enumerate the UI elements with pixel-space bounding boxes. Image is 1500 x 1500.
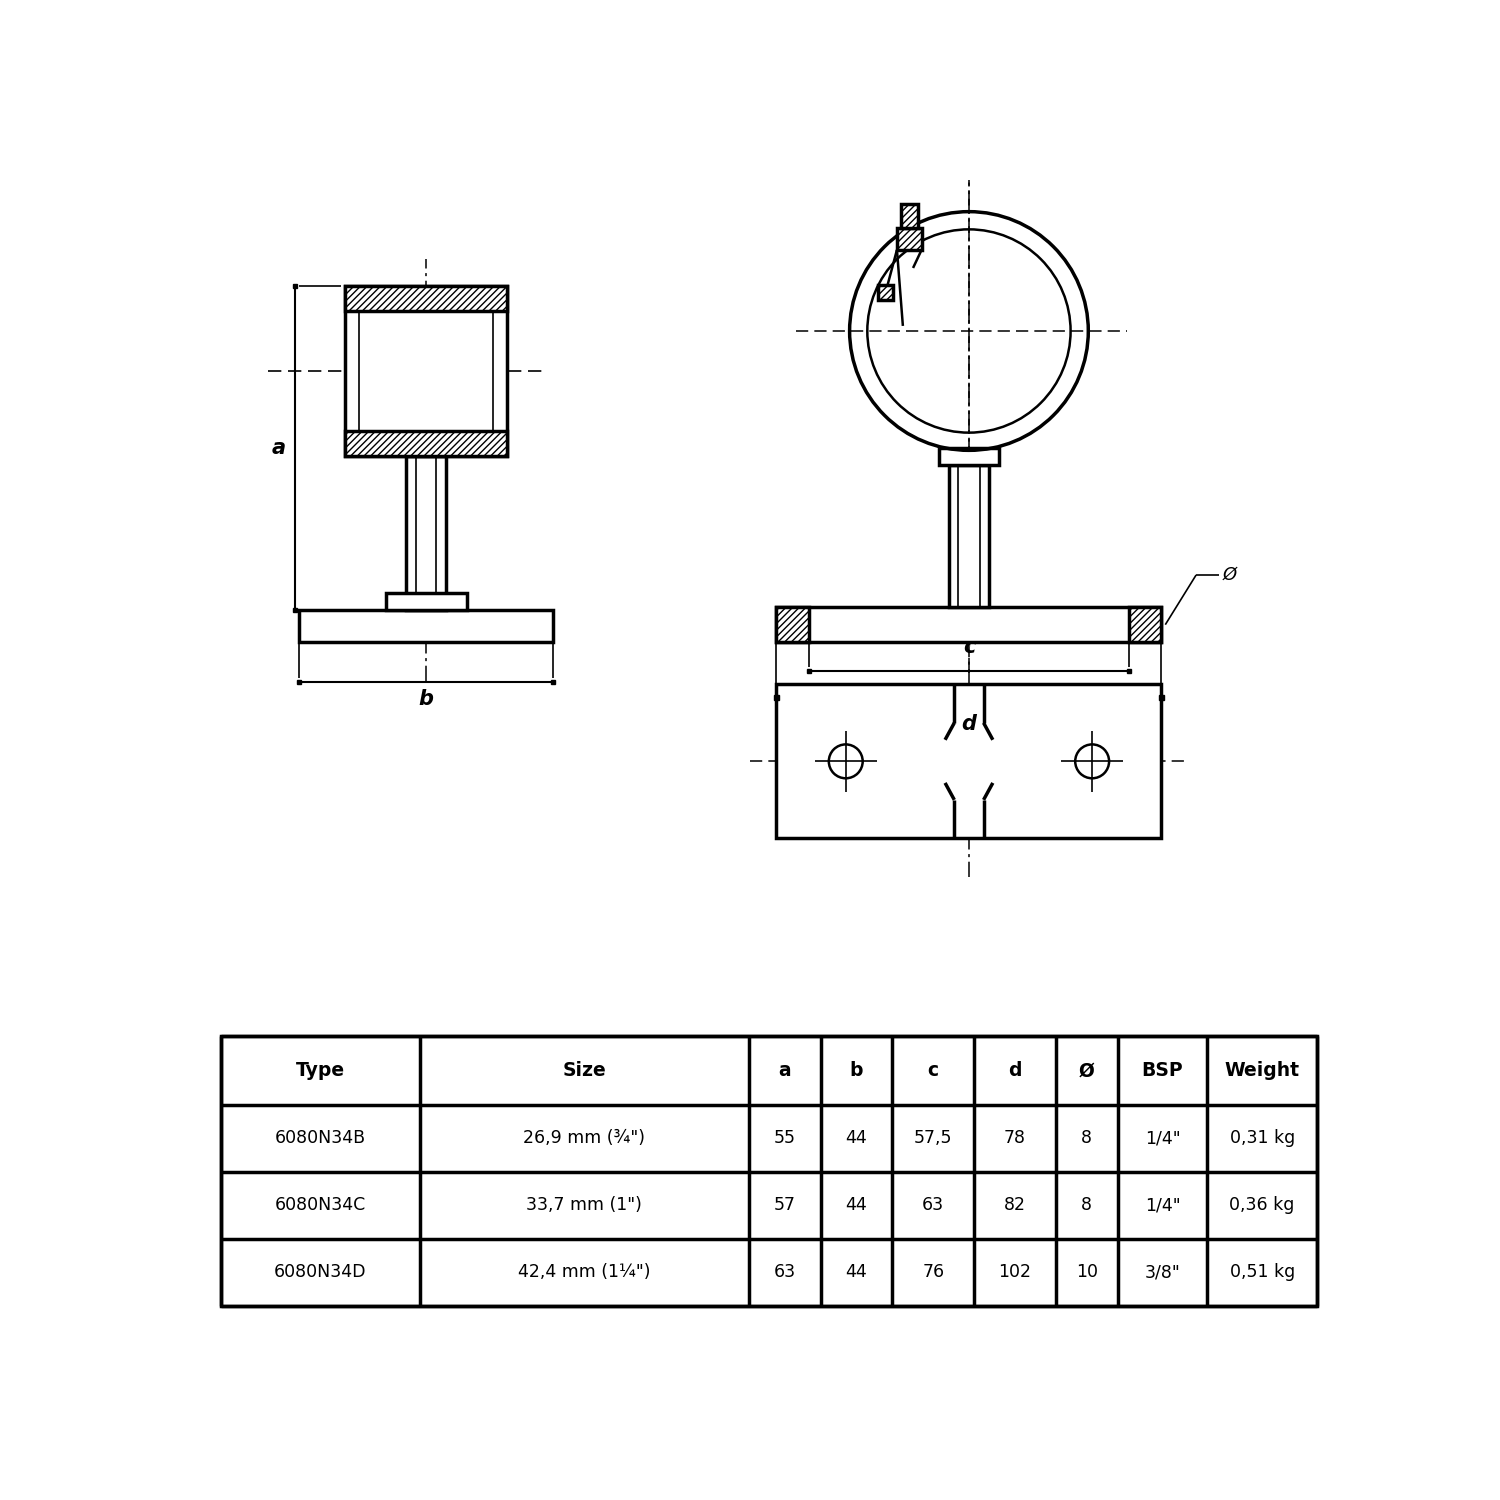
Text: 44: 44 [846, 1130, 867, 1148]
Bar [292, 608, 297, 612]
Text: Size: Size [562, 1060, 606, 1080]
Bar [939, 448, 999, 465]
Text: 0,31 kg: 0,31 kg [1230, 1130, 1294, 1148]
Text: c: c [963, 638, 975, 657]
Bar [1160, 696, 1164, 699]
Bar [777, 608, 1161, 642]
Text: 0,36 kg: 0,36 kg [1230, 1197, 1294, 1215]
Bar [878, 285, 894, 300]
Bar [345, 430, 507, 456]
Text: 76: 76 [922, 1263, 945, 1281]
Bar [897, 228, 921, 251]
Text: 6080N34B: 6080N34B [274, 1130, 366, 1148]
Text: 57: 57 [774, 1197, 795, 1215]
Text: 0,51 kg: 0,51 kg [1230, 1263, 1294, 1281]
Bar [406, 456, 445, 609]
Text: Ø: Ø [1078, 1060, 1095, 1080]
Text: 33,7 mm (1"): 33,7 mm (1") [526, 1197, 642, 1215]
Bar [878, 285, 894, 300]
Text: 78: 78 [1004, 1130, 1026, 1148]
Bar [297, 680, 302, 684]
Text: a: a [272, 438, 285, 458]
Text: 44: 44 [846, 1197, 867, 1215]
Text: 6080N34D: 6080N34D [274, 1263, 366, 1281]
Text: Ø: Ø [1222, 566, 1238, 584]
Text: Weight: Weight [1224, 1060, 1299, 1080]
Bar [550, 680, 555, 684]
Text: 57,5: 57,5 [914, 1130, 952, 1148]
Text: BSP: BSP [1142, 1060, 1184, 1080]
Text: b: b [419, 688, 434, 709]
Text: c: c [927, 1060, 939, 1080]
Text: 42,4 mm (1¼"): 42,4 mm (1¼") [518, 1263, 651, 1281]
Bar [298, 609, 554, 642]
Bar [1126, 669, 1131, 674]
Text: b: b [849, 1060, 862, 1080]
Text: 3/8": 3/8" [1144, 1263, 1180, 1281]
Text: d: d [962, 714, 976, 735]
Bar [777, 608, 808, 642]
Bar [292, 284, 297, 288]
Text: 1/4": 1/4" [1144, 1130, 1180, 1148]
Bar [345, 286, 507, 310]
Bar [345, 286, 507, 310]
Text: 44: 44 [846, 1263, 867, 1281]
Text: 63: 63 [774, 1263, 796, 1281]
Text: 1/4": 1/4" [1144, 1197, 1180, 1215]
Bar [345, 430, 507, 456]
Bar [897, 228, 921, 251]
Text: 82: 82 [1004, 1197, 1026, 1215]
Bar [774, 696, 778, 699]
Bar [1130, 608, 1161, 642]
Text: 6080N34C: 6080N34C [274, 1197, 366, 1215]
Bar [777, 608, 808, 642]
Text: 10: 10 [1076, 1263, 1098, 1281]
Bar [807, 669, 812, 674]
Text: 102: 102 [999, 1263, 1032, 1281]
Bar [220, 1036, 1317, 1305]
Bar [902, 204, 918, 228]
Bar [386, 592, 466, 609]
Text: d: d [1008, 1060, 1022, 1080]
Text: Type: Type [296, 1060, 345, 1080]
Text: 8: 8 [1082, 1197, 1092, 1215]
Bar [345, 286, 507, 456]
Text: 8: 8 [1082, 1130, 1092, 1148]
Text: 63: 63 [922, 1197, 945, 1215]
Text: a: a [778, 1060, 790, 1080]
Text: 26,9 mm (¾"): 26,9 mm (¾") [524, 1130, 645, 1148]
Bar [777, 684, 1161, 838]
Bar [902, 204, 918, 228]
Bar [1130, 608, 1161, 642]
Bar [950, 465, 988, 608]
Text: 55: 55 [774, 1130, 795, 1148]
